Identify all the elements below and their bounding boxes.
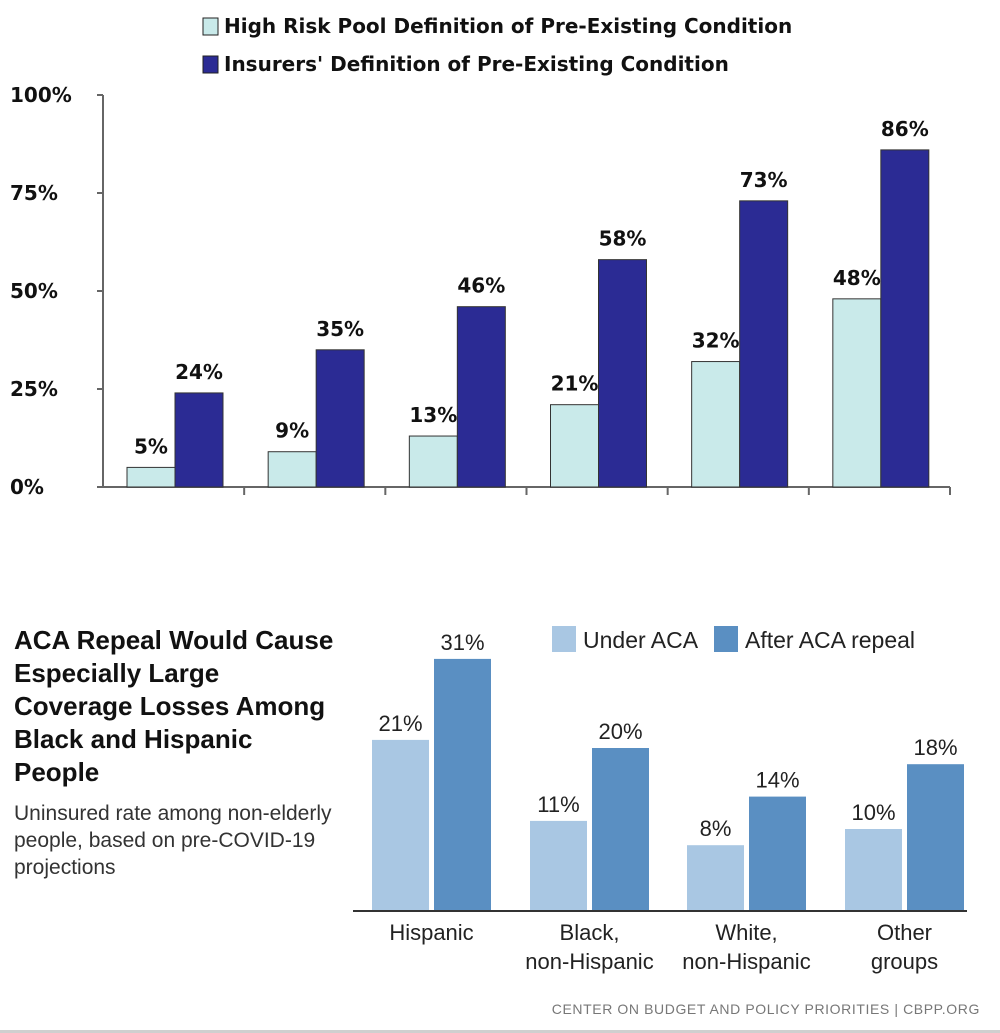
- aca-data-label-series1-3: 8%: [700, 816, 732, 841]
- bar-series1-6: [832, 298, 882, 488]
- aca-legend-label-2: After ACA repeal: [745, 627, 915, 653]
- top-chart-legend: High Risk Pool Definition of Pre-Existin…: [202, 14, 792, 76]
- data-label-series2-4: 58%: [599, 227, 647, 251]
- aca-legend-swatch-2: [714, 626, 738, 652]
- aca-data-label-series2-1: 31%: [440, 630, 484, 655]
- top-chart-y-axis: 0% 25% 50% 75% 100%: [10, 83, 951, 499]
- bar-series2-2: [315, 349, 365, 488]
- aca-chart-title: ACA Repeal Would Cause Especially Large …: [14, 625, 334, 787]
- bar-series1-2: [267, 451, 317, 488]
- data-label-series1-6: 48%: [833, 266, 881, 290]
- y-tick-label: 25%: [10, 377, 58, 401]
- top-bar-chart: High Risk Pool Definition of Pre-Existin…: [10, 14, 951, 499]
- aca-bar-series2-2: [592, 748, 649, 910]
- aca-bar-series2-3: [749, 796, 806, 910]
- data-label-series1-1: 5%: [134, 434, 168, 458]
- aca-category-label: Other: [877, 920, 932, 945]
- aca-category-label: non-Hispanic: [682, 949, 810, 974]
- aca-data-label-series1-2: 11%: [537, 792, 579, 817]
- bar-series2-1: [174, 392, 224, 488]
- aca-category-label: Hispanic: [389, 920, 473, 945]
- bar-series1-1: [126, 466, 176, 488]
- aca-data-label-series2-4: 18%: [913, 735, 957, 760]
- data-label-series2-5: 73%: [740, 168, 788, 192]
- aca-chart-subtitle: Uninsured rate among non-elderly people,…: [14, 802, 332, 879]
- data-label-series1-2: 9%: [275, 419, 309, 443]
- aca-data-label-series2-2: 20%: [598, 719, 642, 744]
- aca-category-label: White,: [715, 920, 777, 945]
- y-tick-label: 50%: [10, 279, 58, 303]
- aca-bar-series1-1: [372, 739, 429, 910]
- y-tick-label: 75%: [10, 181, 58, 205]
- source-credit: CENTER ON BUDGET AND POLICY PRIORITIES |…: [551, 1001, 980, 1017]
- bar-series2-3: [456, 306, 506, 488]
- data-label-series2-3: 46%: [457, 274, 505, 298]
- bar-series2-6: [880, 149, 930, 488]
- aca-legend-swatch-1: [552, 626, 576, 652]
- y-tick-label: 0%: [10, 475, 44, 499]
- aca-bar-series2-4: [907, 764, 964, 910]
- legend-swatch-2: [202, 55, 219, 74]
- data-label-series1-5: 32%: [692, 329, 740, 353]
- aca-data-label-series2-3: 14%: [755, 768, 799, 793]
- aca-bar-chart: Under ACA After ACA repeal 21% 31% Hispanic…: [353, 626, 967, 974]
- data-label-series2-1: 24%: [175, 360, 223, 384]
- legend-swatch-1: [202, 17, 219, 36]
- aca-bar-series2-1: [434, 658, 491, 910]
- legend-label-1: High Risk Pool Definition of Pre-Existin…: [224, 14, 792, 38]
- aca-category-label: non-Hispanic: [525, 949, 653, 974]
- data-label-series1-4: 21%: [551, 372, 599, 396]
- aca-category-label: Black,: [560, 920, 620, 945]
- bottom-divider: [0, 1030, 1000, 1033]
- aca-legend-label-1: Under ACA: [583, 627, 699, 653]
- aca-data-label-series1-1: 21%: [378, 711, 422, 736]
- aca-chart-legend: Under ACA After ACA repeal: [552, 626, 915, 653]
- aca-category-label: groups: [871, 949, 938, 974]
- aca-bar-series1-2: [530, 820, 587, 910]
- aca-data-label-series1-4: 10%: [851, 800, 895, 825]
- data-label-series1-3: 13%: [409, 403, 457, 427]
- aca-bar-series1-4: [845, 829, 902, 910]
- bar-series1-4: [550, 404, 599, 488]
- aca-chart-bars: 21% 31% Hispanic 11% 20% Black, non-Hispanic 8%…: [353, 630, 967, 974]
- y-tick-label: 100%: [10, 83, 72, 107]
- aca-bar-series1-3: [687, 845, 744, 910]
- bar-series2-4: [598, 259, 647, 488]
- top-chart-bars: 5% 24% 9% 35% 13% 46% 21% 58% 32% 73% 48% 86%: [126, 117, 930, 488]
- data-label-series2-2: 35%: [316, 317, 364, 341]
- bar-series2-5: [739, 200, 789, 488]
- legend-label-2: Insurers' Definition of Pre-Existing Con…: [224, 52, 729, 76]
- data-label-series2-6: 86%: [881, 117, 929, 141]
- bar-series1-3: [408, 435, 458, 488]
- bar-series1-5: [691, 361, 741, 488]
